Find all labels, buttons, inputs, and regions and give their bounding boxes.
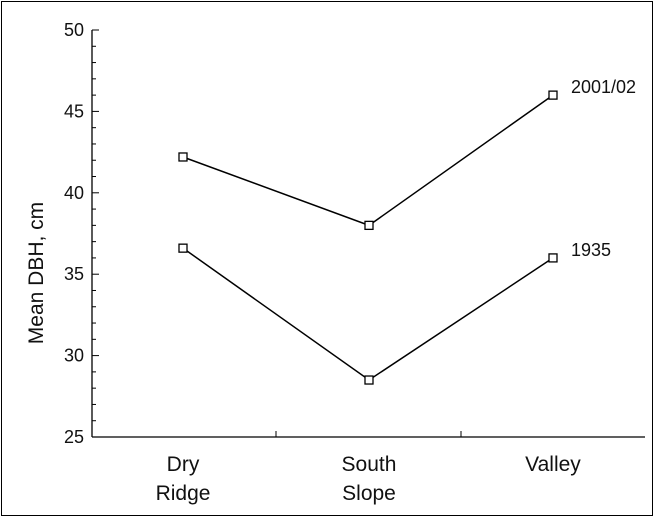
y-tick-label: 30 [64,346,84,366]
y-tick-label: 40 [64,183,84,203]
x-ticks: Dry Ridge South Slope Valley [156,431,581,505]
y-ticks: 25 30 35 40 45 50 [64,20,99,447]
x-tick-label: Valley [525,453,581,476]
x-tick-label: Slope [342,482,396,505]
data-point [178,152,188,162]
y-tick-label: 50 [64,20,84,40]
series-line-2001-02 [182,94,554,227]
y-tick-label: 35 [64,264,84,284]
y-tick-label: 45 [64,101,84,121]
y-tick-label: 25 [64,427,84,447]
y-axis-title: Mean DBH, cm [25,202,48,344]
series-label: 2001/02 [571,77,636,97]
series-label: 1935 [571,240,611,260]
series-group: 2001/02 1935 [178,77,636,385]
series-line-1935 [182,247,554,381]
axes [91,30,645,438]
x-tick-label: Ridge [156,482,211,505]
x-tick-label: South [342,453,397,476]
data-point [364,220,374,231]
data-point [548,90,558,100]
data-point [364,375,374,385]
x-tick-label: Dry [167,453,200,476]
data-point [178,243,188,253]
data-point [548,253,558,263]
